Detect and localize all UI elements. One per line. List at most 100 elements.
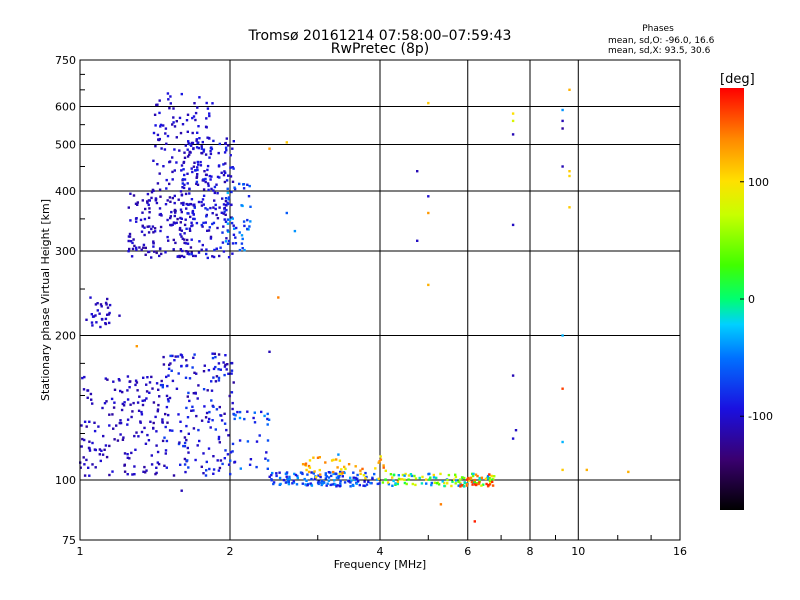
data-point	[184, 470, 187, 474]
data-point	[130, 451, 133, 455]
data-point	[485, 482, 488, 486]
data-point	[181, 186, 184, 189]
data-point	[478, 476, 481, 480]
data-point	[242, 220, 246, 223]
data-point	[136, 389, 139, 392]
data-point	[129, 219, 132, 222]
data-point	[224, 141, 227, 145]
data-point	[488, 473, 491, 476]
data-point	[416, 239, 419, 242]
data-point	[310, 477, 313, 481]
data-point	[190, 251, 193, 254]
data-point	[296, 476, 299, 480]
x-tick-label: 6	[464, 545, 471, 558]
data-point	[187, 466, 190, 469]
data-point	[134, 383, 137, 387]
data-point	[229, 459, 232, 462]
data-point	[144, 442, 148, 445]
data-point	[210, 399, 213, 402]
data-point	[357, 479, 360, 483]
data-point	[185, 424, 188, 428]
data-point	[88, 440, 91, 443]
data-point	[196, 183, 200, 186]
data-point	[285, 211, 288, 215]
data-point	[282, 478, 286, 482]
data-point	[317, 480, 320, 483]
data-point	[491, 478, 494, 481]
data-point	[236, 410, 239, 414]
data-point	[460, 476, 464, 479]
data-point	[206, 229, 209, 232]
data-point	[384, 469, 387, 472]
data-point	[194, 169, 197, 172]
data-point	[361, 467, 364, 471]
data-point	[253, 411, 256, 414]
data-point	[177, 372, 180, 375]
data-point	[136, 203, 139, 206]
data-point	[213, 191, 216, 195]
data-point	[137, 409, 141, 412]
data-point	[206, 136, 209, 139]
data-point	[155, 444, 158, 447]
data-point	[143, 426, 146, 430]
chart-title: Tromsø 20161214 07:58:00–07:59:43	[248, 28, 512, 44]
data-point	[230, 391, 234, 394]
data-point	[218, 405, 221, 409]
data-point	[96, 302, 99, 305]
data-point	[266, 412, 269, 416]
data-point	[128, 247, 131, 251]
data-point	[394, 482, 397, 485]
data-point	[299, 471, 303, 474]
data-point	[418, 476, 421, 480]
data-point	[343, 471, 346, 475]
data-point	[204, 474, 208, 477]
data-point	[146, 200, 149, 203]
data-point	[359, 472, 362, 475]
data-point	[371, 477, 374, 481]
data-point	[196, 444, 199, 447]
data-point	[165, 375, 168, 379]
data-point	[185, 359, 188, 362]
data-point	[238, 416, 242, 420]
data-point	[171, 196, 174, 200]
data-point	[181, 356, 184, 359]
data-point	[123, 401, 126, 404]
data-point	[160, 252, 163, 256]
data-point	[158, 213, 161, 216]
data-point	[142, 246, 145, 249]
data-point	[108, 311, 111, 315]
data-point	[147, 231, 151, 234]
data-point	[165, 142, 168, 145]
data-point	[87, 446, 91, 450]
data-point	[153, 230, 157, 233]
data-point	[457, 484, 460, 487]
data-point	[350, 479, 353, 482]
data-point	[476, 474, 479, 478]
data-point	[232, 167, 235, 170]
data-point	[199, 164, 203, 167]
data-point	[352, 484, 355, 487]
data-point	[108, 424, 111, 427]
data-point	[248, 184, 251, 188]
data-point	[223, 365, 227, 368]
data-point	[157, 462, 161, 466]
data-point	[215, 247, 218, 250]
data-point	[222, 361, 225, 364]
data-point	[158, 111, 161, 115]
data-point	[133, 244, 136, 248]
data-point	[162, 355, 165, 359]
data-point	[197, 146, 200, 150]
data-point	[173, 169, 176, 172]
data-point	[81, 437, 84, 441]
data-point	[212, 376, 215, 379]
data-point	[126, 418, 130, 421]
data-point	[472, 472, 475, 476]
data-point	[416, 170, 419, 173]
data-point	[212, 468, 216, 471]
data-point	[150, 454, 153, 457]
data-point	[200, 223, 203, 227]
data-point	[397, 474, 400, 477]
data-point	[182, 160, 186, 164]
data-point	[488, 477, 491, 480]
data-point	[186, 416, 190, 419]
